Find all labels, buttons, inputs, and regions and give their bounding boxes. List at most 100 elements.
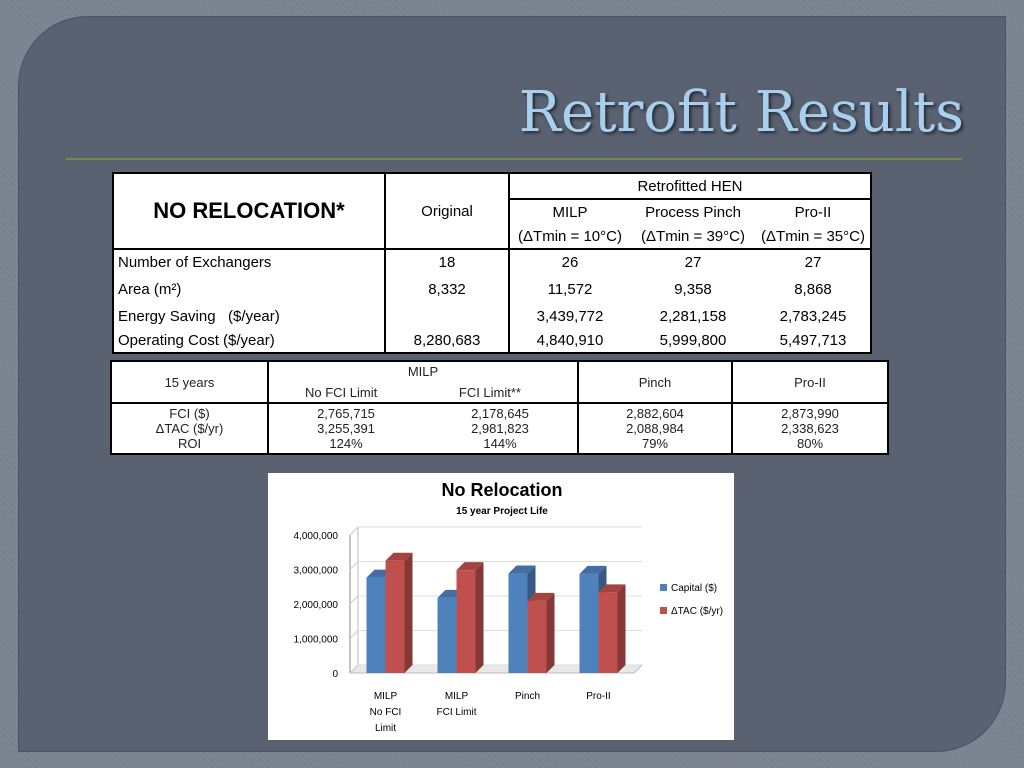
y-tick-label: 0 — [332, 669, 338, 680]
milp-values: 2,765,715 3,255,391 124% 2,178,645 2,981… — [267, 403, 578, 454]
y-tick-label: 1,000,000 — [294, 635, 339, 646]
tmin-proii: (ΔTmin = 35°C) — [756, 224, 871, 250]
retrofitted-header: Retrofitted HEN — [637, 177, 743, 195]
cell-value: 2,765,715 — [317, 406, 375, 421]
cell-value: 2,873,990 — [781, 406, 839, 421]
cell-value: 2,981,823 — [471, 421, 529, 436]
no-fci-column: 2,765,715 3,255,391 124% — [269, 406, 423, 451]
cell-value: 2,338,623 — [781, 421, 839, 436]
bar-top — [579, 565, 607, 574]
pinch-values: 2,882,604 2,088,984 79% — [577, 403, 732, 454]
table-row: Operating Cost ($/year) 8,280,683 4,840,… — [113, 328, 871, 353]
cell-value: 80% — [796, 436, 824, 451]
grid-diagonal — [349, 595, 359, 605]
cell-value: 26 — [561, 253, 579, 271]
bar-top — [508, 565, 536, 574]
proii-header: Pro-II — [731, 361, 888, 404]
y-tick-label: 4,000,000 — [294, 531, 339, 542]
title-divider — [66, 158, 962, 160]
bar-side — [546, 592, 555, 673]
cell-value: 3,255,391 — [317, 421, 375, 436]
bar-side — [404, 552, 413, 673]
milp-label: MILP — [407, 364, 439, 379]
fci-limit-label: FCI Limit** — [458, 385, 521, 400]
row-label: FCI ($) — [169, 406, 210, 421]
legend-label: Capital ($) — [671, 583, 717, 594]
cell-value: 9,358 — [674, 280, 712, 298]
relocation-chart: No Relocation 15 year Project Life 0 1,00… — [268, 473, 734, 740]
chart-subtitle: 15 year Project Life — [456, 506, 548, 517]
tmin-pinch: (ΔTmin = 39°C) — [630, 224, 756, 250]
legend-swatch — [660, 607, 667, 614]
chart-svg: No Relocation 15 year Project Life 0 1,00… — [294, 480, 724, 734]
cell-value: 8,868 — [794, 280, 832, 298]
cell-value: 144% — [483, 436, 517, 451]
row-label: ROI — [177, 436, 202, 451]
bar — [527, 600, 547, 673]
bar — [366, 577, 386, 673]
cell-value: 27 — [804, 253, 822, 271]
cell-value: 8,332 — [385, 274, 510, 304]
table-row: Area (m²) 8,332 11,572 9,358 8,868 — [113, 274, 871, 304]
y-tick-label: 3,000,000 — [294, 566, 339, 577]
grid-diagonal — [349, 561, 359, 570]
cell-value: 124% — [329, 436, 363, 451]
x-tick-label: FCI Limit — [437, 707, 477, 718]
table-row: Number of Exchangers 18 26 27 27 — [113, 249, 871, 274]
cell-value: 3,439,772 — [536, 307, 604, 325]
bar-top — [456, 562, 484, 571]
cell-value: 11,572 — [547, 280, 593, 298]
row-label: Energy Saving ($/year) — [113, 304, 386, 328]
slide-title: Retrofit Results — [518, 80, 964, 145]
x-tick-label: Pinch — [515, 691, 540, 702]
roi-table: 15 years MILP No FCI Limit FCI Limit** P… — [110, 360, 889, 455]
bar-top — [598, 584, 626, 593]
method-pinch: Process Pinch — [630, 198, 756, 224]
cell-value: 5,497,713 — [779, 331, 847, 349]
cell-value: 2,783,245 — [779, 307, 847, 325]
cell-value: 27 — [684, 253, 702, 271]
x-tick-label: MILP — [374, 691, 398, 702]
bar — [385, 560, 405, 673]
x-tick-label: Limit — [375, 723, 396, 734]
table-corner: NO RELOCATION* — [113, 173, 386, 250]
tmin-milp: (ΔTmin = 10°C) — [509, 224, 630, 250]
bar — [598, 592, 618, 673]
legend-swatch — [660, 584, 667, 591]
grid-diagonal — [349, 526, 359, 536]
proii-values: 2,873,990 2,338,623 80% — [731, 403, 888, 454]
row-labels: FCI ($) ΔTAC ($/yr) ROI — [111, 403, 268, 454]
x-tick-label: Pro-II — [586, 691, 610, 702]
bar — [508, 573, 528, 673]
cell-value: 2,882,604 — [626, 406, 684, 421]
row-label: Number of Exchangers — [113, 249, 386, 274]
fci-limit-column: 2,178,645 2,981,823 144% — [423, 406, 577, 451]
row-label: Operating Cost ($/year) — [113, 328, 386, 353]
bar-top — [527, 592, 555, 601]
legend-label: ΔTAC ($/yr) — [671, 606, 723, 617]
milp-header: MILP No FCI Limit FCI Limit** — [267, 361, 578, 404]
cell-value: 2,088,984 — [626, 421, 684, 436]
table-corner: 15 years — [111, 361, 268, 404]
row-label: Area (m²) — [113, 274, 386, 304]
cell-value: 8,280,683 — [385, 328, 510, 353]
cell-value: 4,840,910 — [536, 331, 604, 349]
cell-value: 2,178,645 — [471, 406, 529, 421]
bar — [437, 597, 457, 673]
cell-value: 18 — [385, 249, 510, 274]
y-tick-label: 2,000,000 — [294, 600, 339, 611]
cell-value: 79% — [641, 436, 669, 451]
method-proii: Pro-II — [756, 198, 871, 224]
chart-title: No Relocation — [441, 480, 562, 500]
original-header: Original — [385, 173, 510, 250]
cell-value: 2,281,158 — [659, 307, 727, 325]
no-fci-label: No FCI Limit — [305, 385, 378, 400]
grid-diagonal — [349, 664, 359, 674]
bar-side — [475, 562, 484, 673]
pinch-header: Pinch — [577, 361, 732, 404]
x-tick-label: MILP — [445, 691, 469, 702]
cell-value: 5,999,800 — [659, 331, 727, 349]
bar — [579, 573, 599, 673]
row-label: ΔTAC ($/yr) — [155, 421, 224, 436]
table-row: Energy Saving ($/year) 3,439,772 2,281,1… — [113, 304, 871, 328]
